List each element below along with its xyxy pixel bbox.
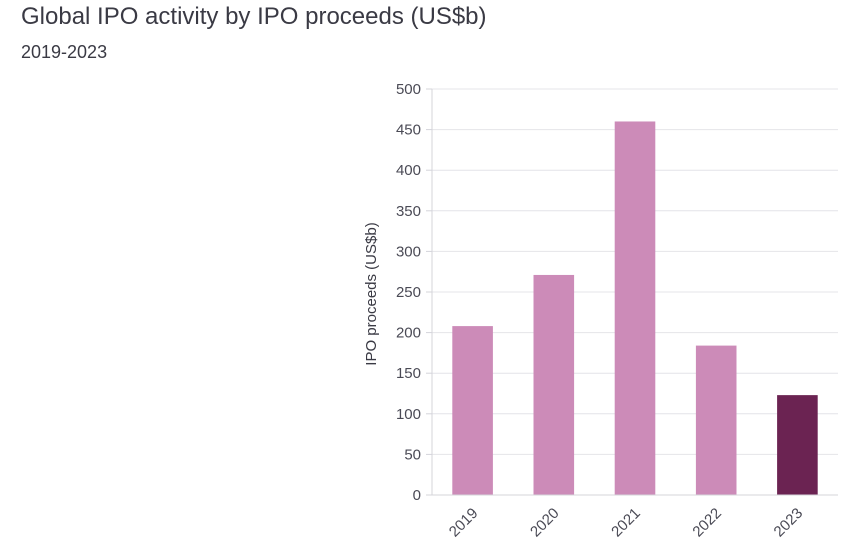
bar-2022: [695, 345, 737, 495]
x-tick-label: 2019: [446, 505, 482, 541]
bar-2021: [614, 121, 656, 495]
bar-2020: [533, 274, 575, 495]
chart-subtitle: 2019-2023: [21, 42, 108, 62]
x-tick-label: 2021: [608, 505, 644, 541]
y-axis-title: IPO proceeds (US$b): [363, 222, 380, 365]
y-tick-label: 150: [396, 365, 421, 382]
chart-title: Global IPO activity by IPO proceeds (US$…: [21, 3, 487, 30]
y-tick-label: 450: [396, 122, 421, 139]
bar-2019: [452, 326, 493, 495]
y-tick-label: 250: [396, 284, 421, 301]
y-tick-label: 200: [396, 325, 421, 342]
y-tick-label: 100: [396, 406, 421, 423]
y-tick-label: 300: [396, 243, 421, 260]
y-tick-label: 500: [396, 81, 421, 98]
x-tick-label: 2023: [771, 505, 807, 541]
bar-2023: [777, 395, 818, 495]
y-tick-label: 50: [404, 446, 421, 463]
x-tick-label: 2022: [689, 505, 725, 541]
bars: [452, 121, 818, 495]
x-tick-label: 2020: [527, 505, 563, 541]
y-tick-label: 400: [396, 162, 421, 179]
y-tick-label: 0: [413, 487, 421, 504]
y-tick-label: 350: [396, 203, 421, 220]
